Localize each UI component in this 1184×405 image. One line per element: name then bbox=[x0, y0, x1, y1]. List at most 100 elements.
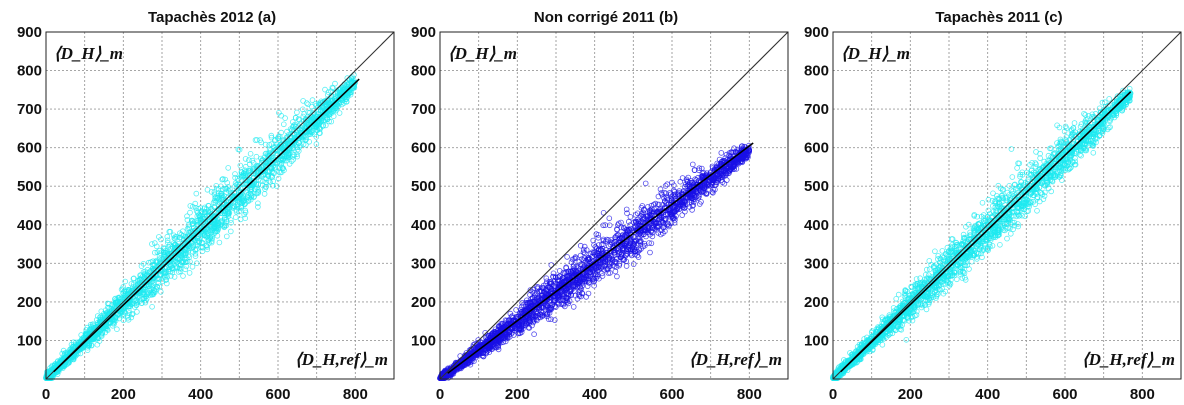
data-point bbox=[309, 97, 316, 103]
data-point bbox=[278, 129, 285, 136]
data-point bbox=[718, 150, 725, 156]
data-point bbox=[242, 156, 249, 162]
data-point bbox=[180, 273, 186, 279]
y-tick-label: 800 bbox=[17, 63, 42, 80]
data-point bbox=[606, 215, 613, 222]
data-point bbox=[324, 92, 331, 98]
y-axis-label-text: ⟨D_H⟩_m bbox=[54, 44, 123, 63]
data-point bbox=[677, 178, 684, 185]
data-point bbox=[194, 260, 200, 267]
data-point bbox=[295, 148, 302, 154]
data-point bbox=[243, 163, 249, 170]
data-point bbox=[266, 142, 273, 148]
data-point bbox=[255, 200, 261, 207]
data-point bbox=[263, 179, 270, 186]
data-point bbox=[187, 209, 193, 216]
data-point bbox=[237, 216, 244, 223]
y-tick-label: 400 bbox=[17, 217, 42, 234]
y-tick-label: 500 bbox=[17, 178, 42, 195]
data-point bbox=[623, 263, 630, 269]
data-point bbox=[204, 187, 211, 193]
data-point bbox=[311, 107, 318, 114]
data-point bbox=[268, 172, 275, 179]
data-point bbox=[193, 190, 200, 197]
y-tick-label: 200 bbox=[17, 294, 42, 311]
data-point bbox=[242, 188, 249, 195]
chart-title: Tapachès 2012 (a) bbox=[148, 9, 276, 26]
data-point bbox=[204, 246, 211, 253]
fit-line bbox=[53, 78, 360, 373]
data-point bbox=[273, 183, 280, 189]
y-tick-label: 700 bbox=[17, 101, 42, 118]
data-point bbox=[233, 214, 239, 221]
data-point bbox=[149, 241, 155, 247]
data-point bbox=[182, 266, 189, 273]
data-point bbox=[158, 289, 164, 295]
data-point bbox=[303, 142, 309, 148]
data-point bbox=[268, 132, 275, 139]
data-point bbox=[168, 273, 174, 279]
data-point bbox=[297, 126, 303, 133]
x-tick-label: 0 bbox=[42, 386, 50, 403]
data-point bbox=[247, 151, 254, 157]
data-point bbox=[689, 161, 696, 168]
data-point bbox=[187, 203, 194, 209]
y-tick-label: 100 bbox=[17, 332, 42, 349]
data-point bbox=[114, 326, 120, 333]
data-point bbox=[294, 109, 300, 116]
y-axis-label: ⟨D_H⟩_m bbox=[54, 44, 123, 63]
data-point bbox=[282, 115, 288, 121]
data-point bbox=[237, 162, 244, 169]
data-point bbox=[280, 121, 287, 128]
y-tick-label: 600 bbox=[17, 140, 42, 157]
data-point bbox=[531, 331, 537, 338]
data-point bbox=[224, 233, 230, 240]
data-point bbox=[186, 270, 193, 276]
data-point bbox=[182, 259, 189, 266]
data-point bbox=[564, 254, 570, 260]
data-point bbox=[275, 175, 282, 182]
data-point bbox=[120, 317, 127, 324]
data-point bbox=[213, 186, 220, 192]
data-point bbox=[156, 234, 162, 240]
y-tick-label: 300 bbox=[17, 255, 42, 272]
data-point bbox=[152, 240, 158, 246]
data-point bbox=[332, 80, 338, 87]
data-point bbox=[84, 347, 91, 353]
data-point bbox=[164, 233, 171, 240]
data-point bbox=[305, 101, 311, 108]
data-point bbox=[295, 116, 302, 122]
data-point bbox=[228, 228, 234, 235]
data-point bbox=[242, 215, 249, 222]
data-point bbox=[261, 191, 268, 197]
data-point bbox=[122, 278, 128, 285]
data-point bbox=[189, 263, 196, 270]
x-tick-label: 600 bbox=[265, 386, 290, 403]
x-tick-label: 800 bbox=[343, 386, 368, 403]
data-point bbox=[255, 204, 261, 210]
data-point bbox=[224, 186, 230, 192]
data-point bbox=[228, 220, 234, 226]
data-point bbox=[329, 84, 336, 91]
x-tick-label: 200 bbox=[111, 386, 136, 403]
data-point bbox=[253, 153, 260, 160]
y-tick-label: 900 bbox=[17, 24, 42, 41]
data-point bbox=[583, 294, 589, 300]
data-point bbox=[595, 235, 602, 241]
chart-panel-0: Tapachès 2012 (a) 100 200 300 400 500 600 700 80… bbox=[17, 9, 395, 403]
chart-title: Non corrigé 2011 (b) bbox=[534, 9, 678, 26]
data-point bbox=[606, 222, 613, 229]
x-tick-label: 400 bbox=[188, 386, 213, 403]
data-point bbox=[336, 110, 343, 116]
data-point bbox=[322, 86, 328, 93]
data-point bbox=[585, 290, 592, 297]
data-point bbox=[325, 89, 332, 95]
data-point bbox=[268, 141, 275, 147]
data-point bbox=[262, 141, 269, 148]
x-axis-label: ⟨D_H,ref⟩_m bbox=[295, 350, 388, 369]
data-point bbox=[164, 237, 171, 244]
data-point bbox=[328, 118, 335, 125]
data-point bbox=[149, 303, 155, 310]
data-point bbox=[303, 100, 310, 106]
